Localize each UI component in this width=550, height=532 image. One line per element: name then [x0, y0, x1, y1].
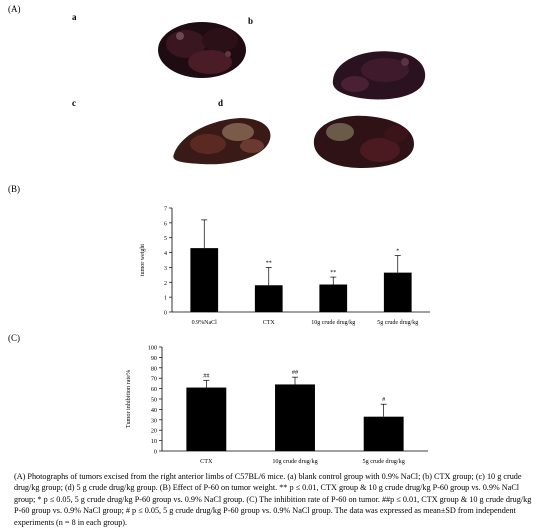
y-tick-label: 2 [164, 281, 167, 287]
panel-c-label: (C) [8, 333, 20, 343]
panel-a-label: (A) [8, 4, 21, 14]
y-tick-label: 100 [148, 345, 157, 352]
tumor-weight-plot: 0 1 2 3 4 5 6 7 tumor weight 0.9%NaCl ** CTX ** 10g c… [140, 207, 430, 326]
figure-caption: (A) Photographs of tumors excised from t… [14, 471, 538, 528]
y-tick-label: 0 [164, 311, 167, 317]
y-tick-label: 6 [164, 221, 167, 227]
bar [319, 284, 348, 312]
y-tick-label: 3 [164, 266, 167, 272]
significance-label: ## [203, 372, 209, 379]
category-label: CTX [263, 320, 276, 326]
photo-letter-d: d [218, 98, 224, 108]
y-tick-label: 30 [151, 417, 157, 424]
tumor-photo-d [313, 115, 414, 168]
bar [383, 272, 412, 312]
bar [254, 285, 283, 312]
category-label: 0.9%NaCl [192, 320, 217, 326]
category-label: 10g crude drug/kg [272, 458, 317, 465]
significance-label: * [396, 249, 399, 255]
bar [186, 387, 227, 451]
bar [363, 416, 404, 451]
panel-b-label: (B) [8, 184, 20, 194]
bar [190, 248, 219, 312]
inhibition-rate-chart: 0 10 20 30 40 50 60 70 80 90 100 Tumor inhibition r… [125, 345, 428, 465]
y-tick-label: 60 [151, 386, 157, 393]
y-tick-label: 1 [164, 296, 167, 302]
category-label: 10g crude drug/kg [311, 320, 355, 326]
y-tick-label: 10 [151, 438, 157, 445]
y-tick-label: 20 [151, 428, 157, 435]
significance-label: ** [330, 270, 336, 276]
caption-text: (A) Photographs of tumors excised from t… [14, 472, 532, 527]
photo-letter-b: b [248, 16, 254, 26]
y-axis-label: tumor weight [140, 244, 146, 276]
y-tick-label: 70 [151, 376, 157, 383]
y-tick-label: 40 [151, 407, 157, 414]
bar [275, 384, 315, 451]
tumor-photo-b [332, 51, 426, 100]
category-label: 5g crude drug/kg [363, 458, 405, 465]
tumor-weight-chart: 0 1 2 3 4 5 6 7 tumor weight 0.9%NaCl ** CTX ** 10g c… [140, 207, 430, 326]
photo-letter-c: c [72, 98, 76, 108]
y-tick-label: 5 [164, 236, 167, 242]
category-label: CTX [200, 458, 213, 465]
y-tick-label: 80 [151, 365, 157, 372]
y-tick-label: 7 [164, 207, 167, 213]
significance-label: ## [292, 369, 298, 376]
inhibition-rate-plot: 0 10 20 30 40 50 60 70 80 90 100 Tumor inhibition r… [125, 345, 428, 465]
category-label: 5g crude drug/kg [377, 320, 418, 326]
y-tick-label: 4 [164, 251, 167, 257]
significance-label: ** [266, 260, 272, 266]
y-tick-label: 90 [151, 355, 157, 362]
significance-label: # [382, 396, 385, 403]
photo-letter-a: a [72, 12, 77, 22]
y-tick-label: 50 [151, 397, 157, 404]
tumor-photo-a [158, 22, 246, 78]
y-tick-label: 0 [154, 449, 157, 456]
y-axis-label: Tumor inhibition rate% [125, 370, 132, 428]
tumor-photo-c [173, 118, 271, 165]
